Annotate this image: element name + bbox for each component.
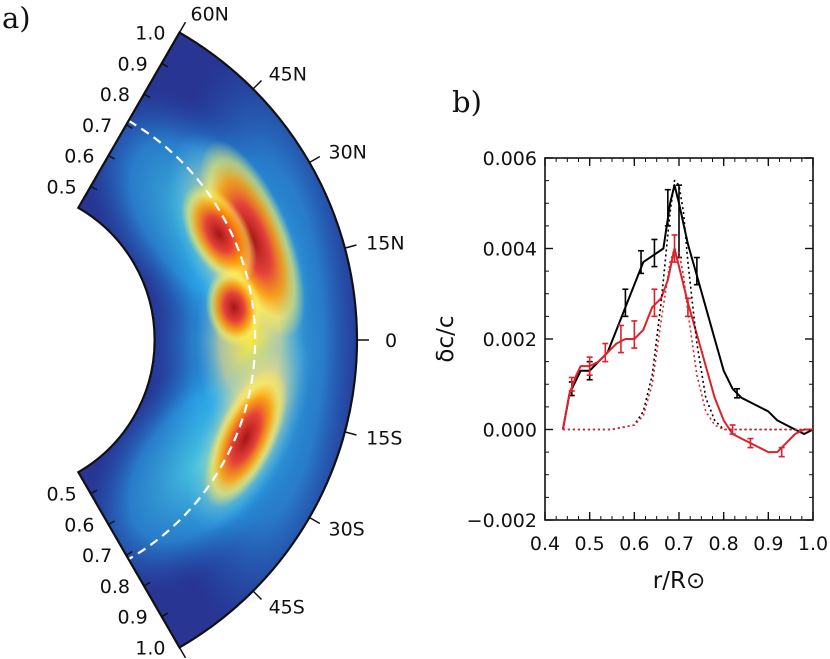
radius-tick-label-S: 0.7 [82, 545, 112, 567]
radius-tick-label-S: 0.6 [64, 514, 94, 536]
x-tick-label: 0.4 [530, 533, 560, 555]
heat-hot-mid [205, 267, 263, 348]
sound-speed-chart: 0.4 0.5 0.6 0.7 0.8 0.9 1.0 −0.002 0.000 0.002 0.0… [433, 148, 828, 594]
x-axis-label: r/R⊙ [653, 568, 705, 594]
radius-tick-N-2 [125, 124, 133, 129]
y-tick-label: 0.004 [483, 239, 537, 261]
latitude-tick-0 [178, 21, 187, 33]
radius-tick-label-S: 0.8 [100, 576, 130, 598]
series-line-1 [561, 247, 813, 454]
series-line-3 [562, 247, 813, 431]
sector-heatmap: 0.5 0.6 0.7 0.8 0.9 1.0 0.5 0.6 0.7 0.8 0.9 1.0 60… [47, 4, 405, 659]
latitude-tick-8 [178, 647, 187, 659]
panel-a-label: a) [2, 1, 31, 35]
radius-tick-label-N: 0.5 [47, 176, 77, 198]
radius-tick-label-N: 0.7 [82, 115, 112, 137]
radius-tick-N-5 [179, 31, 186, 37]
latitude-tick-label: 15S [366, 428, 402, 450]
x-tick-label: 1.0 [798, 533, 828, 555]
radius-tick-S-5 [179, 643, 186, 649]
radius-ticks-south: 0.5 0.6 0.7 0.8 0.9 1.0 [47, 484, 186, 659]
latitude-tick-1 [252, 79, 263, 90]
latitude-tick-label: 60S [191, 656, 227, 659]
radius-tick-N-3 [143, 93, 151, 99]
radius-ticks-north: 0.5 0.6 0.7 0.8 0.9 1.0 [47, 23, 186, 198]
y-axis-label: δc/c [433, 315, 459, 362]
latitude-tick-3 [344, 244, 357, 249]
radius-tick-label-N: 1.0 [135, 23, 165, 45]
radius-tick-label-S: 0.5 [47, 484, 77, 506]
radius-tick-S-1 [108, 520, 115, 526]
radius-tick-S-3 [143, 581, 151, 587]
panel-b-label: b) [452, 85, 482, 119]
series-group [561, 179, 814, 458]
x-tick-label: 0.8 [709, 533, 739, 555]
series-line-2 [562, 179, 813, 431]
x-tick-label: 0.6 [619, 533, 649, 555]
latitude-ticks: 60N 45N 30N 15N 0 15S 30S 45S 60S [178, 4, 405, 659]
sector-outline [76, 31, 359, 649]
latitude-tick-label: 45S [269, 597, 305, 619]
radius-tick-N-1 [108, 154, 115, 160]
latitude-tick-2 [309, 155, 321, 164]
y-tick-label: −0.002 [467, 510, 537, 532]
x-tick-label: 0.9 [753, 533, 783, 555]
y-tick-label: 0.002 [483, 329, 537, 351]
latitude-tick-label: 30S [328, 519, 364, 541]
radius-tick-label-S: 1.0 [135, 637, 165, 659]
latitude-tick-label: 15N [366, 232, 404, 254]
x-tick-label: 0.5 [575, 533, 605, 555]
latitude-tick-label: 60N [191, 4, 229, 26]
radius-tick-S-0 [90, 489, 98, 495]
radius-tick-label-N: 0.9 [118, 53, 148, 75]
radius-tick-N-0 [90, 185, 98, 191]
radius-tick-label-N: 0.6 [64, 146, 94, 168]
axis-ticks: 0.4 0.5 0.6 0.7 0.8 0.9 1.0 −0.002 0.000 0.002 0.0… [467, 148, 828, 555]
radius-tick-label-N: 0.8 [100, 84, 130, 106]
y-tick-label: 0.000 [483, 420, 537, 442]
latitude-tick-7 [252, 590, 263, 601]
heat-hot-north-2 [181, 184, 257, 285]
latitude-tick-label: 0 [385, 330, 397, 352]
radius-tick-S-4 [161, 612, 169, 618]
radius-tick-label-S: 0.9 [118, 607, 148, 629]
latitude-tick-5 [344, 431, 357, 436]
radius-tick-S-2 [125, 551, 133, 556]
heatmap-blobs [81, 40, 358, 640]
latitude-tick-label: 30N [328, 142, 366, 164]
radius-tick-N-4 [161, 62, 169, 68]
latitude-tick-label: 45N [269, 63, 307, 85]
x-tick-label: 0.7 [664, 533, 694, 555]
latitude-tick-6 [309, 516, 321, 525]
tachocline-dashed-line [128, 119, 257, 561]
y-tick-label: 0.006 [483, 148, 537, 170]
heat-hot-south [203, 369, 288, 508]
